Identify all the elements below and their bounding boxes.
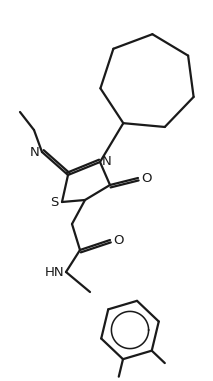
Text: O: O xyxy=(113,234,123,247)
Text: HN: HN xyxy=(45,266,65,279)
Text: O: O xyxy=(141,171,151,184)
Text: N: N xyxy=(102,155,112,168)
Text: S: S xyxy=(50,195,58,208)
Text: N: N xyxy=(30,146,40,158)
